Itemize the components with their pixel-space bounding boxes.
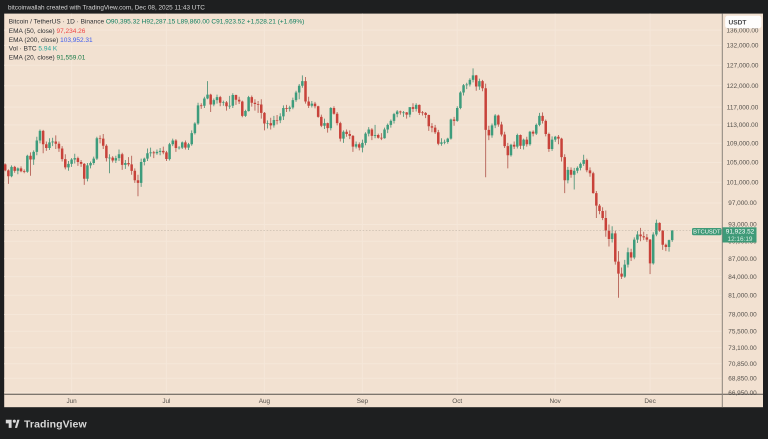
svg-text:BTCUSDT: BTCUSDT xyxy=(693,230,721,236)
svg-text:127,000.00: 127,000.00 xyxy=(727,62,759,69)
svg-text:66,950.00: 66,950.00 xyxy=(728,390,757,397)
svg-text:12:16:19: 12:16:19 xyxy=(728,236,753,243)
svg-text:122,000.00: 122,000.00 xyxy=(727,83,759,90)
svg-text:97,000.00: 97,000.00 xyxy=(728,200,757,207)
svg-text:101,000.00: 101,000.00 xyxy=(727,180,759,187)
svg-text:Jul: Jul xyxy=(162,398,170,405)
svg-text:109,000.00: 109,000.00 xyxy=(727,141,759,148)
svg-text:113,000.00: 113,000.00 xyxy=(727,122,759,129)
svg-text:Dec: Dec xyxy=(644,398,656,405)
svg-text:84,000.00: 84,000.00 xyxy=(728,274,757,281)
svg-text:132,000.00: 132,000.00 xyxy=(727,43,759,50)
svg-text:Aug: Aug xyxy=(259,398,271,405)
svg-text:bitcoinwallah created with Tra: bitcoinwallah created with TradingView.c… xyxy=(8,5,205,12)
svg-text:75,500.00: 75,500.00 xyxy=(728,328,757,335)
svg-text:73,100.00: 73,100.00 xyxy=(728,345,757,352)
svg-text:68,850.00: 68,850.00 xyxy=(728,376,757,383)
svg-text:EMA (50, close) 97,234.26: EMA (50, close) 97,234.26 xyxy=(9,28,86,35)
svg-text:117,000.00: 117,000.00 xyxy=(727,104,759,111)
svg-text:Bitcoin / TetherUS · 1D · Bina: Bitcoin / TetherUS · 1D · Binance O90,39… xyxy=(9,19,304,26)
svg-text:Nov: Nov xyxy=(550,398,562,405)
svg-text:81,000.00: 81,000.00 xyxy=(728,292,757,299)
svg-text:105,000.00: 105,000.00 xyxy=(727,160,759,167)
svg-text:EMA (200, close) 103,952.31: EMA (200, close) 103,952.31 xyxy=(9,37,93,44)
svg-text:93,000.00: 93,000.00 xyxy=(728,222,757,229)
svg-text:Sep: Sep xyxy=(357,398,369,405)
svg-text:136,000.00: 136,000.00 xyxy=(727,27,759,34)
svg-text:87,000.00: 87,000.00 xyxy=(728,256,757,263)
svg-text:78,000.00: 78,000.00 xyxy=(728,312,757,319)
svg-text:Vol · BTC 5.94 K: Vol · BTC 5.94 K xyxy=(9,46,58,53)
svg-text:EMA (20, close) 91,559.01: EMA (20, close) 91,559.01 xyxy=(9,54,86,61)
svg-text:70,850.00: 70,850.00 xyxy=(728,361,757,368)
svg-text:Oct: Oct xyxy=(452,398,462,405)
svg-text:USDT: USDT xyxy=(729,20,747,27)
svg-text:TradingView: TradingView xyxy=(24,418,87,430)
svg-text:Jun: Jun xyxy=(66,398,77,405)
svg-text:91,923.52: 91,923.52 xyxy=(726,229,755,236)
